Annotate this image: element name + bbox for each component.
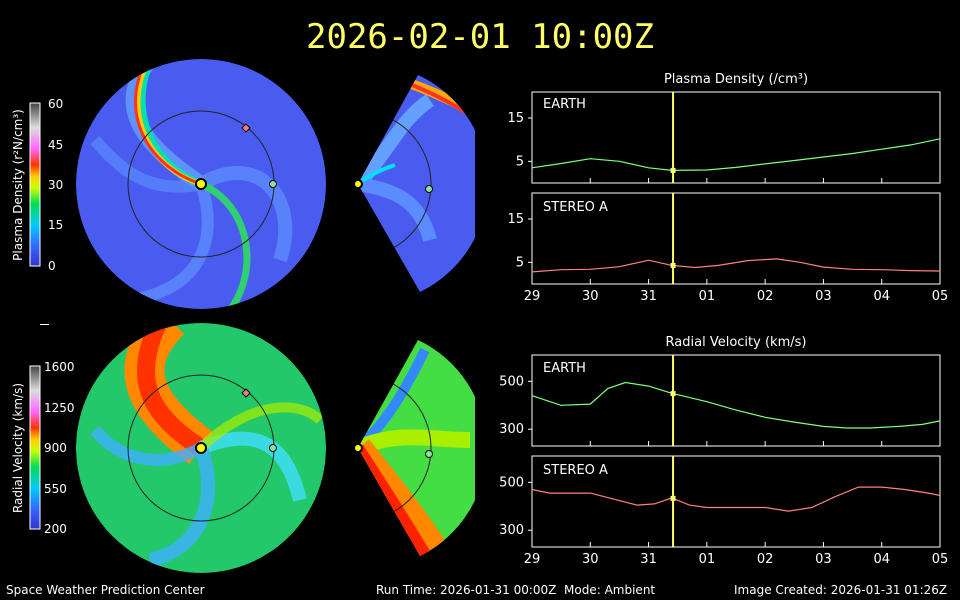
x-tick-label: 03 <box>815 552 832 567</box>
y-tick-label: 15 <box>507 212 524 227</box>
x-tick-label: 31 <box>640 289 657 304</box>
velocity-colorbar-tick: 550 <box>44 482 67 496</box>
x-tick-label: 05 <box>932 552 949 567</box>
velocity-earth-panel: EARTH 300 500 <box>499 354 941 447</box>
x-tick-label: 04 <box>873 289 890 304</box>
series-line <box>531 486 941 512</box>
density-colorbar: Plasma Density (r²N/cm³) 60 45 30 15 0 <box>11 97 63 273</box>
separator-dash <box>40 324 49 325</box>
panel-label: STEREO A <box>543 463 608 478</box>
y-tick-label: 300 <box>499 523 524 538</box>
density-panel-title: Plasma Density (/cm³) <box>664 72 808 87</box>
x-tick-label: 29 <box>524 552 541 567</box>
earth-marker <box>269 180 277 188</box>
velocity-colorbar-label: Radial Velocity (km/s) <box>11 383 25 513</box>
earth-marker <box>425 450 433 458</box>
panel-label: EARTH <box>543 361 586 376</box>
x-tick-label: 01 <box>699 289 716 304</box>
footer-run-info: Run Time: 2026-01-31 00:00Z Mode: Ambien… <box>376 583 656 597</box>
x-tick-label: 05 <box>932 289 949 304</box>
stereo-a-marker <box>241 388 251 398</box>
stereo-a-marker <box>241 123 251 133</box>
earth-marker <box>269 444 277 452</box>
sun-marker <box>195 442 207 454</box>
series-line <box>531 138 941 172</box>
sun-marker <box>353 179 363 189</box>
density-colorbar-tick: 15 <box>48 218 63 232</box>
density-colorbar-tick: 30 <box>48 178 63 192</box>
velocity-colorbar-tick: 1250 <box>44 401 75 415</box>
sun-marker <box>353 443 363 453</box>
velocity-colorbar-tick: 900 <box>44 441 67 455</box>
x-tick-label: 30 <box>582 289 599 304</box>
x-tick-label: 30 <box>582 552 599 567</box>
density-colorbar-tick: 0 <box>48 259 56 273</box>
footer-image-created: Image Created: 2026-01-31 01:26Z <box>734 583 948 597</box>
velocity-colorbar-tick: 1600 <box>44 360 75 374</box>
series-line <box>531 258 941 273</box>
panel-label: EARTH <box>543 97 586 112</box>
x-tick-label: 29 <box>524 289 541 304</box>
y-tick-label: 500 <box>499 374 524 389</box>
density-colorbar-tick: 60 <box>48 97 63 111</box>
model-timestamp: 2026-02-01 10:00Z <box>306 17 654 57</box>
x-tick-label: 02 <box>757 552 774 567</box>
x-tick-label: 31 <box>640 552 657 567</box>
series-line <box>531 381 941 429</box>
y-tick-label: 300 <box>499 422 524 437</box>
density-colorbar-tick: 45 <box>48 138 63 152</box>
x-tick-label: 03 <box>815 289 832 304</box>
density-stereo-a-panel: STEREO A 5 15 29 30 31 01 02 03 04 05 <box>507 192 949 304</box>
velocity-equatorial-disc <box>76 323 326 573</box>
velocity-stereo-a-panel: STEREO A 300 500 29 30 31 01 02 03 04 05 <box>499 455 949 567</box>
footer-organization: Space Weather Prediction Center <box>6 583 205 597</box>
y-tick-label: 15 <box>507 111 524 126</box>
velocity-colorbar-tick: 200 <box>44 522 67 536</box>
sun-marker <box>195 178 207 190</box>
density-earth-panel: EARTH 5 15 <box>507 91 941 184</box>
x-tick-label: 04 <box>873 552 890 567</box>
y-tick-label: 5 <box>516 255 524 270</box>
y-tick-label: 5 <box>516 154 524 169</box>
earth-marker <box>425 185 433 193</box>
x-tick-label: 01 <box>699 552 716 567</box>
panel-label: STEREO A <box>543 200 608 215</box>
x-tick-label: 02 <box>757 289 774 304</box>
y-tick-label: 500 <box>499 475 524 490</box>
density-equatorial-disc <box>76 59 326 309</box>
velocity-colorbar: Radial Velocity (km/s) 1600 1250 900 550… <box>11 360 75 536</box>
density-colorbar-label: Plasma Density (r²N/cm³) <box>11 109 25 261</box>
velocity-panel-title: Radial Velocity (km/s) <box>666 335 807 350</box>
